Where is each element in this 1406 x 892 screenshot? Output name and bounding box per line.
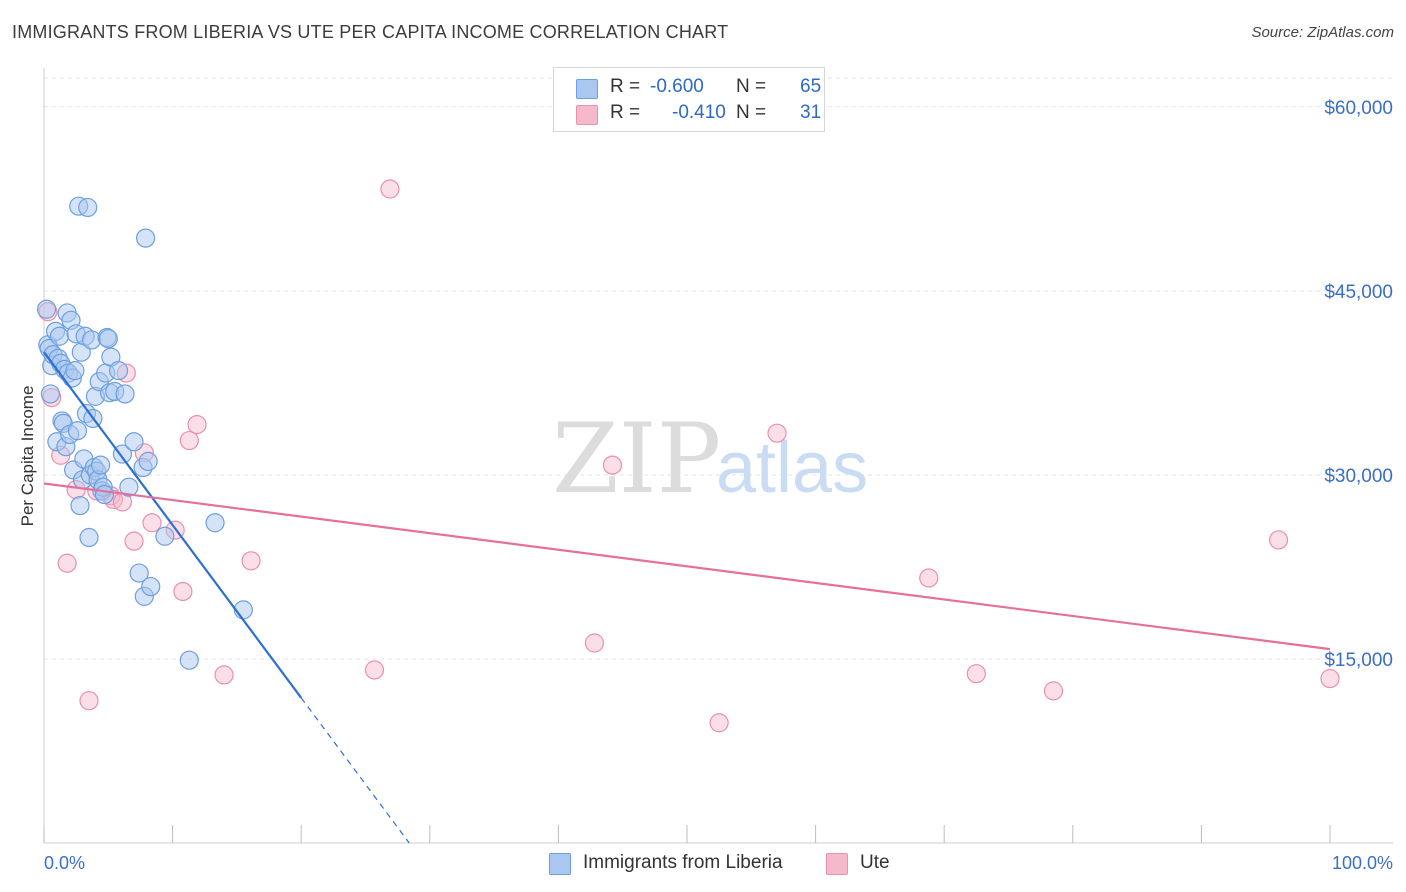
liberia-point bbox=[179, 650, 199, 670]
liberia-point bbox=[141, 576, 161, 597]
n-value: 65 bbox=[800, 76, 822, 97]
trend-lines bbox=[43, 351, 1331, 844]
ute-swatch bbox=[576, 105, 598, 125]
liberia-point bbox=[79, 527, 99, 548]
grid-lines bbox=[44, 77, 1393, 660]
liberia-point bbox=[135, 228, 156, 248]
ute-point bbox=[1268, 530, 1289, 550]
liberia-legend-swatch bbox=[549, 853, 571, 875]
liberia-point bbox=[112, 444, 133, 464]
liberia-point bbox=[49, 326, 70, 346]
ute-point bbox=[79, 691, 99, 711]
liberia-trend-line bbox=[43, 351, 303, 699]
r-value: -0.600 bbox=[650, 76, 704, 97]
liberia-point bbox=[70, 495, 90, 516]
axes bbox=[43, 68, 1393, 844]
ute-legend-swatch bbox=[826, 853, 848, 875]
source-credit: Source: ZipAtlas.com bbox=[1251, 24, 1394, 41]
ute-point bbox=[179, 430, 199, 451]
ute-point bbox=[364, 660, 385, 680]
ute-point bbox=[124, 531, 144, 551]
liberia-point bbox=[90, 455, 111, 475]
liberia-point bbox=[108, 361, 129, 381]
liberia-point bbox=[40, 384, 61, 404]
ute-point bbox=[57, 553, 77, 573]
ute-point bbox=[709, 713, 729, 733]
liberia-point bbox=[115, 384, 135, 404]
chart-title: IMMIGRANTS FROM LIBERIA VS UTE PER CAPIT… bbox=[12, 22, 729, 42]
liberia-point bbox=[78, 197, 98, 218]
y-tick-label: $60,000 bbox=[1324, 98, 1393, 119]
legend-label: Immigrants from Liberia bbox=[583, 852, 783, 873]
ute-point bbox=[142, 513, 162, 533]
liberia-point bbox=[119, 477, 139, 497]
r-label: R = bbox=[610, 102, 641, 123]
watermark-atlas: atlas bbox=[716, 428, 868, 508]
liberia-point bbox=[205, 513, 225, 533]
liberia-point bbox=[129, 563, 149, 583]
watermark-zip: ZIP bbox=[552, 403, 721, 515]
ute-point bbox=[602, 455, 623, 475]
liberia-point bbox=[67, 421, 88, 441]
liberia-point bbox=[36, 299, 57, 319]
ute-point bbox=[767, 423, 787, 443]
ute-point bbox=[380, 179, 400, 199]
ute-point bbox=[1043, 681, 1064, 701]
ute-point bbox=[241, 551, 261, 571]
ute-point bbox=[584, 633, 605, 653]
y-tick-label: $15,000 bbox=[1324, 650, 1393, 671]
watermark: ZIP atlas bbox=[552, 403, 868, 515]
ute-trend-line bbox=[43, 482, 1331, 651]
y-tick-label: $30,000 bbox=[1324, 466, 1393, 487]
liberia-trend-extension bbox=[300, 697, 410, 844]
ute-point bbox=[187, 414, 207, 435]
y-tick-label: $45,000 bbox=[1324, 282, 1393, 303]
liberia-point bbox=[155, 526, 175, 546]
tick-labels: $15,000 $30,000 $45,000 $60,000 0.0% 100.0% bbox=[44, 98, 1393, 873]
n-label: N = bbox=[736, 102, 767, 123]
liberia-point bbox=[138, 451, 158, 472]
r-label: R = bbox=[610, 76, 641, 97]
n-label: N = bbox=[736, 76, 767, 97]
liberia-swatch bbox=[576, 79, 598, 99]
x-tick-label: 100.0% bbox=[1332, 853, 1393, 873]
x-tick-label: 0.0% bbox=[44, 853, 85, 873]
n-value: 31 bbox=[800, 102, 822, 123]
r-value: -0.410 bbox=[672, 102, 726, 123]
ute-point bbox=[214, 665, 234, 685]
ute-point bbox=[1320, 668, 1340, 689]
liberia-point bbox=[65, 361, 85, 381]
y-axis-label: Per Capita Income bbox=[18, 386, 37, 527]
liberia-point bbox=[94, 484, 115, 505]
liberia-point bbox=[124, 432, 144, 452]
correlation-legend: R = -0.600 N = 65 R = -0.410 N = 31 bbox=[553, 67, 825, 132]
ute-point bbox=[966, 664, 986, 684]
legend-label: Ute bbox=[860, 852, 890, 873]
liberia-points bbox=[36, 196, 253, 670]
liberia-point bbox=[98, 329, 118, 349]
ute-point bbox=[173, 581, 193, 602]
ute-point bbox=[919, 568, 939, 588]
